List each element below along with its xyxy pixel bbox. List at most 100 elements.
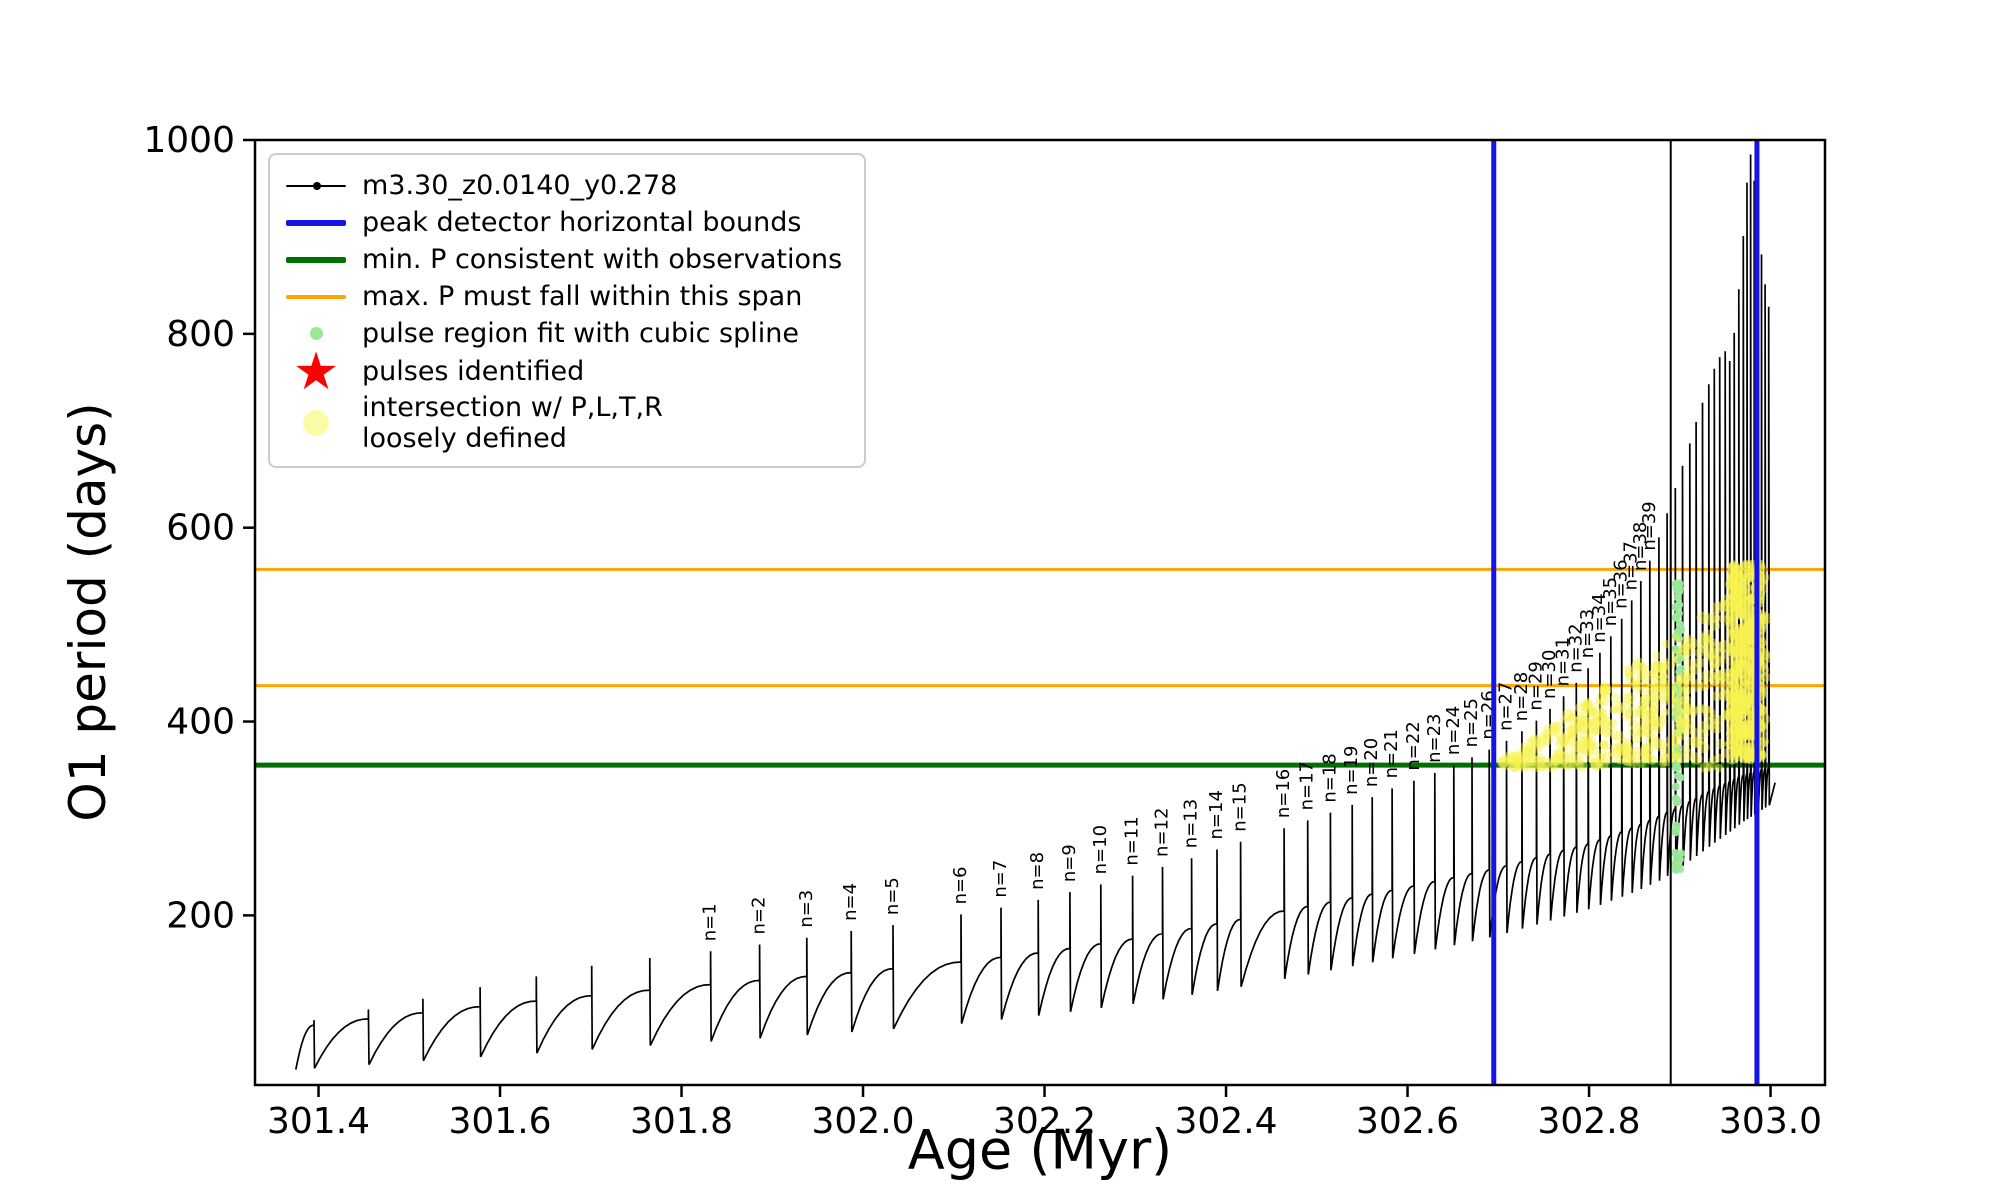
intersection-point <box>1725 616 1737 628</box>
pulse-label: n=1 <box>700 903 721 941</box>
intersection-point <box>1508 760 1521 772</box>
intersection-point <box>1717 599 1730 612</box>
intersection-point <box>1598 695 1610 707</box>
intersection-point <box>1591 727 1600 736</box>
intersection-point <box>1673 673 1685 686</box>
intersection-point <box>1551 753 1564 766</box>
intersection-point <box>1659 672 1668 681</box>
intersection-point <box>1560 715 1569 724</box>
intersection-point <box>1653 660 1663 670</box>
legend-label: pulse region fit with cubic spline <box>362 317 799 349</box>
pulse-label: n=19 <box>1341 745 1362 794</box>
intersection-point <box>1518 761 1529 773</box>
intersection-point <box>1523 746 1535 758</box>
intersection-point <box>1611 747 1623 759</box>
intersection-point <box>1557 752 1571 765</box>
intersection-point <box>1575 701 1589 715</box>
intersection-point <box>1585 752 1595 763</box>
intersection-point <box>1566 731 1577 742</box>
intersection-point <box>1710 612 1721 623</box>
intersection-point <box>1726 753 1738 765</box>
intersection-point <box>1717 676 1726 685</box>
intersection-point <box>1573 721 1585 733</box>
intersection-point <box>1601 724 1614 738</box>
intersection-point <box>1597 753 1606 762</box>
intersection-point <box>1499 757 1512 771</box>
intersection-point <box>1573 759 1585 770</box>
intersection-point <box>1651 694 1661 703</box>
pulse-label: n=38 <box>1630 522 1651 571</box>
intersection-point <box>1671 752 1681 762</box>
pulse-label: n=5 <box>882 877 903 915</box>
intersection-point <box>1648 719 1660 731</box>
intersection-point <box>1635 705 1647 717</box>
intersection-point <box>1703 612 1716 626</box>
intersection-point <box>1710 602 1723 615</box>
intersection-point <box>1637 759 1646 768</box>
pulse-label: n=8 <box>1027 852 1048 890</box>
pulse-label: n=13 <box>1181 799 1202 848</box>
x-tick-label: 302.2 <box>993 1101 1096 1142</box>
intersection-point <box>1669 729 1681 741</box>
intersection-point <box>1536 762 1546 772</box>
intersection-point <box>1709 714 1719 724</box>
intersection-point <box>1625 707 1639 720</box>
intersection-point <box>1589 716 1602 729</box>
intersection-point <box>1522 754 1534 766</box>
intersection-point <box>1636 673 1648 686</box>
intersection-point <box>1653 675 1662 685</box>
intersection-point <box>1574 715 1586 728</box>
x-tick-label: 301.6 <box>448 1101 551 1142</box>
intersection-point <box>1697 741 1710 754</box>
intersection-point <box>1646 677 1656 687</box>
intersection-point <box>1694 647 1705 658</box>
x-axis-label: Age (Myr) <box>907 1118 1173 1182</box>
intersection-point <box>1676 673 1688 685</box>
intersection-point <box>1614 741 1624 751</box>
intersection-point <box>1681 703 1694 716</box>
pulse-label: n=32 <box>1565 623 1586 672</box>
intersection-point <box>1581 700 1595 714</box>
pulse-label: n=31 <box>1553 637 1574 686</box>
intersection-point <box>1627 719 1639 730</box>
intersection-point <box>1690 752 1703 765</box>
big-dot-marker-icon <box>284 410 348 437</box>
intersection-point <box>1537 756 1551 770</box>
spline-fit-point <box>1671 794 1680 803</box>
intersection-point <box>1739 679 1751 691</box>
intersection-point <box>1631 660 1642 670</box>
pulse-label: n=25 <box>1461 698 1482 747</box>
intersection-point <box>1730 663 1742 675</box>
intersection-point <box>1601 715 1611 726</box>
intersection-point <box>1645 712 1656 722</box>
intersection-point <box>1621 699 1635 713</box>
intersection-point <box>1577 735 1590 748</box>
intersection-point <box>1703 646 1717 660</box>
intersection-point <box>1621 755 1632 766</box>
intersection-point <box>1686 736 1696 746</box>
intersection-point <box>1528 734 1540 746</box>
intersection-point <box>1652 723 1664 734</box>
pulse-label: n=37 <box>1621 541 1642 590</box>
intersection-point <box>1697 644 1706 654</box>
intersection-point <box>1698 729 1709 740</box>
intersection-point <box>1671 741 1680 750</box>
intersection-point <box>1628 757 1638 768</box>
intersection-point <box>1704 651 1715 661</box>
intersection-point <box>1735 580 1747 592</box>
intersection-point <box>1508 760 1521 772</box>
intersection-point <box>1682 674 1694 686</box>
intersection-point <box>1523 760 1534 770</box>
intersection-point <box>1570 751 1581 762</box>
intersection-point <box>1680 722 1694 736</box>
intersection-point <box>1641 725 1653 737</box>
intersection-point <box>1598 707 1607 717</box>
y-tick-label: 600 <box>166 508 235 549</box>
spline-fit-point <box>1675 667 1684 676</box>
intersection-point <box>1735 592 1747 604</box>
intersection-point <box>1624 667 1636 678</box>
intersection-point <box>1744 662 1756 674</box>
y-tick-label: 1000 <box>143 120 235 161</box>
intersection-point <box>1739 752 1751 764</box>
intersection-point <box>1588 744 1599 755</box>
